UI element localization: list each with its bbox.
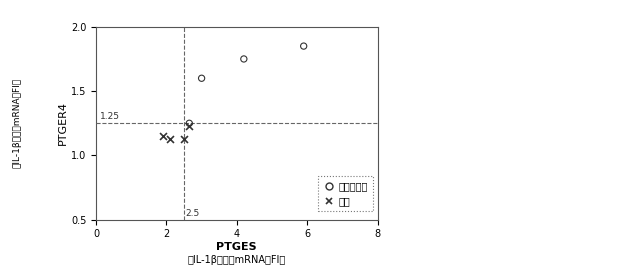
Point: [184, 121, 195, 125]
Point: [196, 76, 207, 80]
Text: （IL-1β誘導性mRNAのFI）: （IL-1β誘導性mRNAのFI）: [13, 78, 22, 168]
X-axis label: PTGES: PTGES: [216, 242, 257, 252]
Point: [184, 124, 195, 128]
Point: [157, 134, 168, 138]
Point: [298, 44, 308, 48]
Legend: モヤモヤ病, 対照: モヤモヤ病, 対照: [318, 176, 372, 211]
Y-axis label: PTGER4: PTGER4: [58, 101, 68, 145]
Point: [165, 137, 175, 141]
Text: 2.5: 2.5: [186, 210, 200, 218]
Text: 1.25: 1.25: [100, 112, 120, 121]
Text: （IL-1β誘導性mRNAのFI）: （IL-1β誘導性mRNAのFI）: [188, 255, 286, 265]
Point: [239, 57, 249, 61]
Point: [179, 137, 189, 141]
